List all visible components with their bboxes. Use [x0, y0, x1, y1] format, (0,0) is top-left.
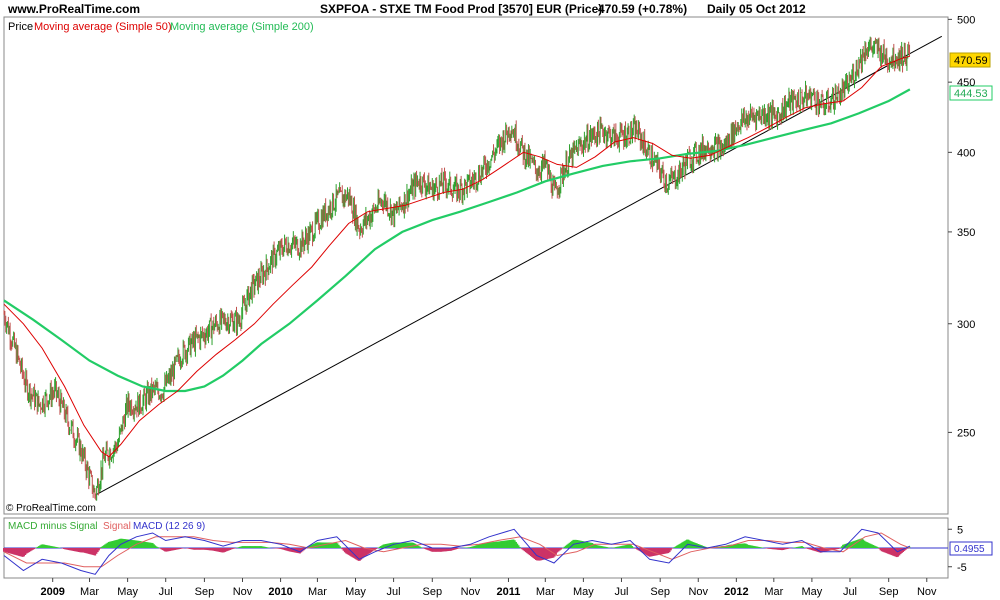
- x-tick-label: Jul: [159, 586, 173, 598]
- macd-tag-box: [949, 541, 993, 556]
- legend-signal: Signal: [103, 521, 131, 532]
- legend-price: Price: [8, 21, 33, 33]
- legend-macd: MACD (12 26 9): [133, 521, 205, 532]
- macd-tag: 0.4955: [954, 544, 985, 555]
- x-tick-label: Jul: [843, 586, 857, 598]
- ma200-tag: 444.53: [954, 88, 988, 100]
- last-price-change: 470.59 (+0.78%): [598, 2, 688, 16]
- x-tick-label: Mar: [536, 586, 555, 598]
- x-tick-label: Sep: [423, 586, 443, 598]
- x-tick-label: Mar: [80, 586, 99, 598]
- x-tick-label: Sep: [195, 586, 215, 598]
- x-tick-label: 2009: [40, 586, 64, 598]
- legend-macd-hist: MACD minus Signal: [8, 521, 97, 532]
- legend-ma200: Moving average (Simple 200): [170, 21, 314, 33]
- ma200-tag-box: [949, 85, 993, 101]
- macd-y-tick-label: 5: [957, 524, 963, 536]
- x-tick-label: Mar: [308, 586, 327, 598]
- copyright: © ProRealTime.com: [6, 503, 96, 514]
- price-tag: 470.59: [954, 55, 988, 67]
- x-tick-label: Sep: [879, 586, 899, 598]
- ma200-line: [3, 88, 911, 393]
- x-tick-label: Mar: [764, 586, 783, 598]
- period-date: Daily 05 Oct 2012: [707, 2, 806, 16]
- x-tick-label: Sep: [650, 586, 670, 598]
- x-tick-label: 2011: [497, 586, 521, 598]
- macd-line: [3, 528, 911, 575]
- price-y-tick-label: 300: [957, 319, 975, 331]
- x-tick-label: Nov: [461, 586, 481, 598]
- x-tick-label: May: [573, 586, 594, 598]
- macd-y-tick-label: -5: [957, 562, 967, 574]
- x-tick-label: 2010: [268, 586, 292, 598]
- x-tick-label: May: [802, 586, 823, 598]
- x-tick-label: Nov: [917, 586, 937, 598]
- x-tick-label: 2012: [724, 586, 748, 598]
- x-tick-label: Jul: [614, 586, 628, 598]
- legend-ma50: Moving average (Simple 50): [34, 21, 172, 33]
- x-tick-label: Jul: [387, 586, 401, 598]
- instrument-title: SXPFOA - STXE TM Food Prod [3570] EUR (P…: [320, 2, 603, 16]
- x-tick-label: Nov: [233, 586, 253, 598]
- x-tick-label: Nov: [688, 586, 708, 598]
- price-tag-box: [949, 52, 991, 68]
- price-y-tick-label: 500: [957, 14, 975, 26]
- site-name: www.ProRealTime.com: [8, 2, 141, 16]
- price-y-tick-label: 450: [957, 77, 975, 89]
- ma50-line: [3, 55, 911, 458]
- price-y-tick-label: 250: [957, 427, 975, 439]
- x-tick-label: May: [345, 586, 366, 598]
- chart-header: www.ProRealTime.com SXPFOA - STXE TM Foo…: [0, 0, 1000, 18]
- x-tick-label: May: [117, 586, 138, 598]
- price-y-tick-label: 350: [957, 227, 975, 239]
- price-y-tick-label: 400: [957, 147, 975, 159]
